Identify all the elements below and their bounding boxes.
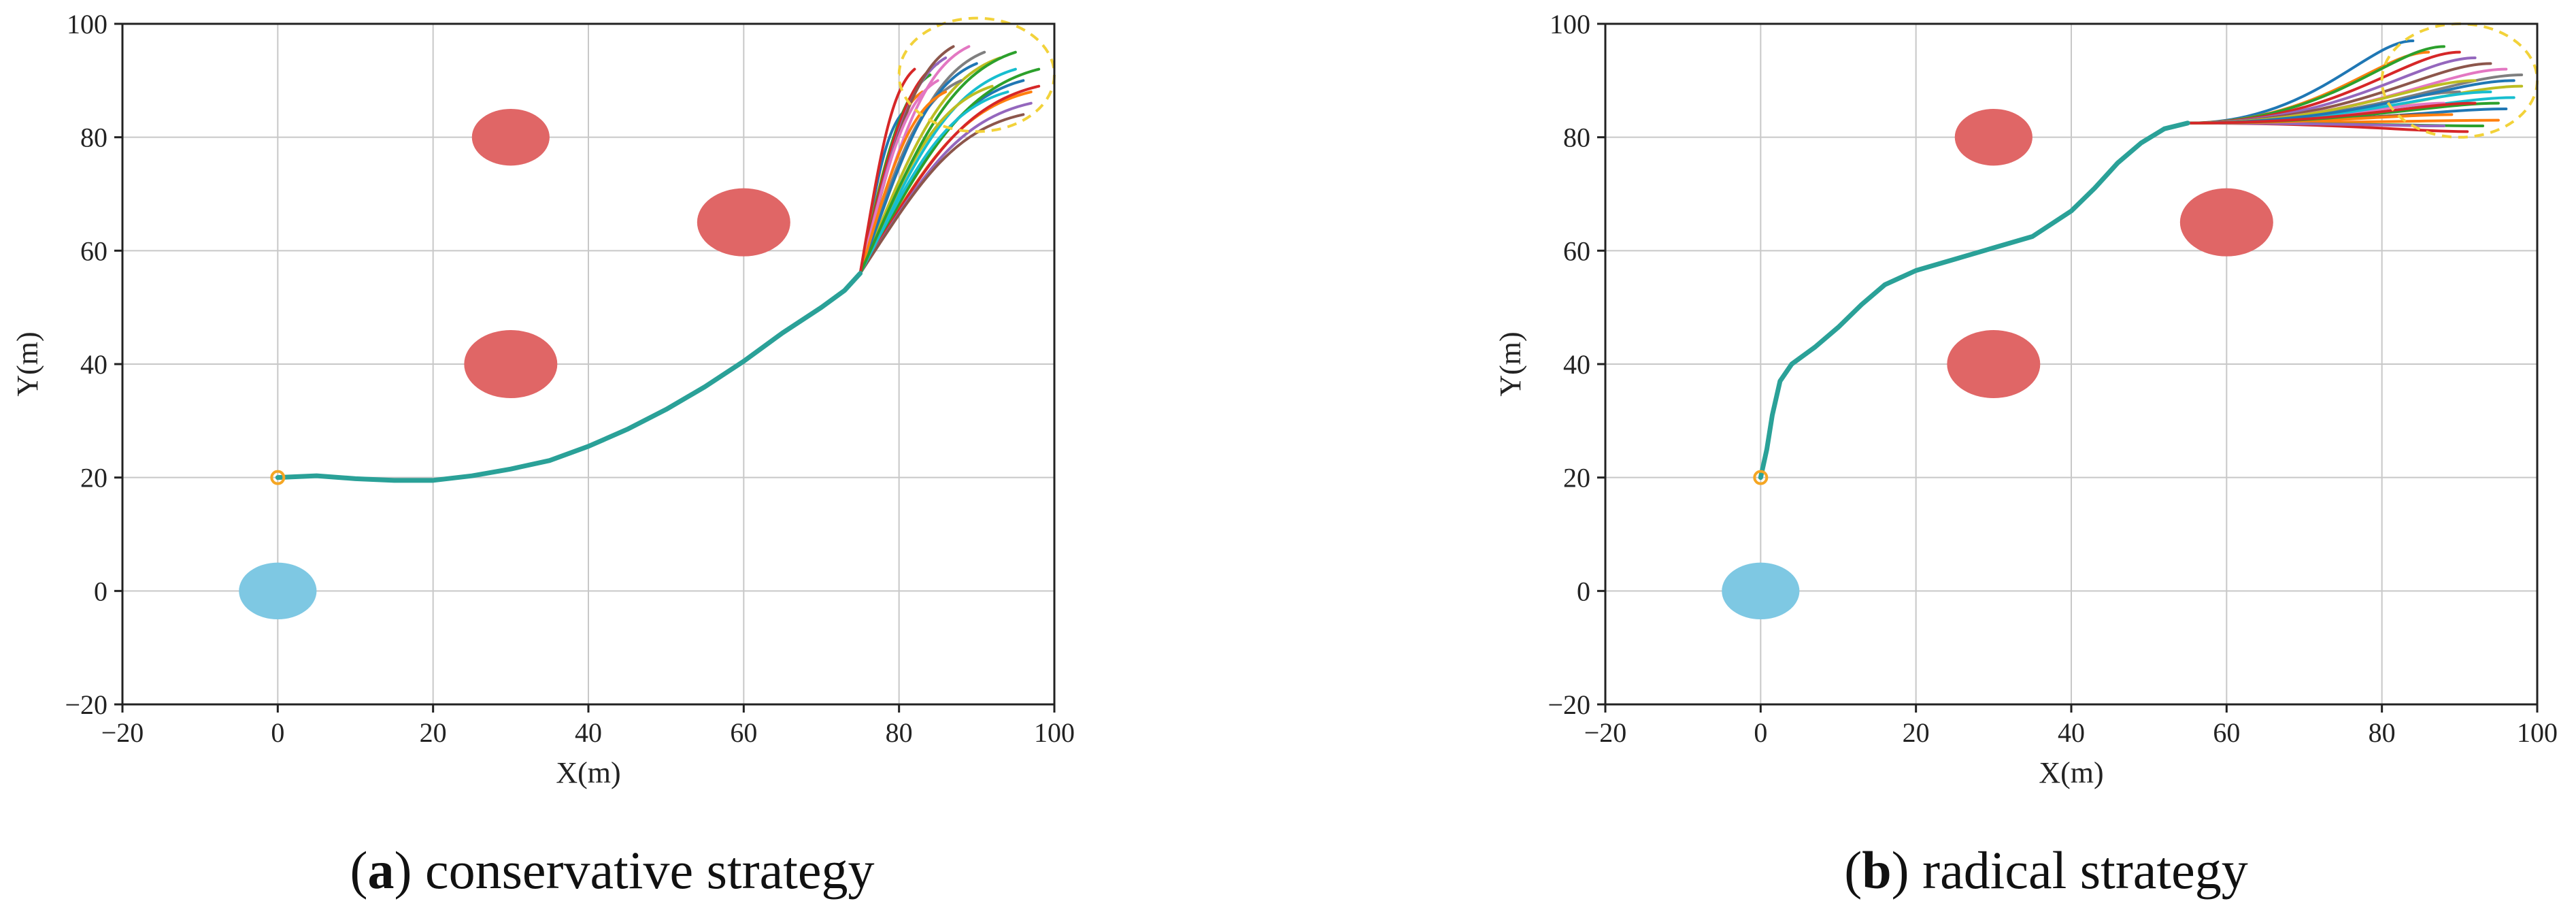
trajectory-shared-path (275, 271, 863, 483)
y-tick-label: 40 (80, 349, 107, 380)
panel-a: −20 0 20 40 60 80 100 −20 0 20 40 60 80 100 X(m) Y(m) (11, 9, 1075, 789)
x-axis-label: X(m) (2039, 756, 2103, 789)
trajectory-branch-23 (858, 50, 1017, 275)
trajectory-branch-13 (858, 67, 1041, 275)
y-tick-label: 60 (80, 235, 107, 266)
y-tick-label: 80 (1563, 123, 1590, 153)
x-tick-label: −20 (1584, 717, 1627, 748)
x-tick-label: 60 (2213, 717, 2240, 748)
x-tick-label: 20 (420, 717, 447, 748)
obstacle-2 (697, 188, 790, 257)
x-tick-label: 80 (2369, 717, 2396, 748)
y-tick-label: 0 (94, 576, 107, 606)
x-tick-label: 80 (886, 717, 913, 748)
y-tick-label: 40 (1563, 349, 1590, 380)
trajectory-branch-20 (858, 91, 1009, 275)
obstacle-2 (2179, 188, 2273, 257)
x-tick-label: 0 (1754, 717, 1767, 748)
y-tick-label: 100 (1550, 9, 1590, 39)
trajectory-shared-path (1758, 120, 2190, 480)
caption-b: (b) radical strategy (1844, 840, 2247, 900)
x-tick-label: 100 (2517, 717, 2558, 748)
trajectory-branch-16 (858, 113, 1025, 275)
x-tick-label: −20 (101, 717, 144, 748)
trajectory-branch-24 (2186, 101, 2477, 125)
x-tick-label: 60 (730, 717, 757, 748)
y-tick-label: −20 (1548, 689, 1590, 720)
x-tick-label: 20 (1903, 717, 1930, 748)
x-tick-label: 100 (1034, 717, 1075, 748)
trajectory-branch-24 (858, 67, 916, 275)
y-tick-label: 0 (1577, 576, 1590, 606)
x-tick-label: 0 (271, 717, 284, 748)
obstacle-3 (464, 330, 558, 398)
obstacle-1 (471, 109, 550, 166)
y-axis-label: Y(m) (1494, 331, 1527, 396)
caption-a: (a) conservative strategy (350, 840, 874, 900)
obstacle-3 (1947, 330, 2041, 398)
home-zone (239, 562, 317, 619)
x-tick-label: 40 (575, 717, 602, 748)
obstacle-1 (1954, 109, 2033, 166)
trajectory-branch-17 (858, 79, 939, 275)
trajectory-branch-21 (858, 62, 978, 275)
y-tick-label: 60 (1563, 235, 1590, 266)
y-tick-label: −20 (65, 689, 107, 720)
y-tick-label: 80 (80, 123, 107, 153)
x-tick-label: 40 (2058, 717, 2085, 748)
y-tick-label: 20 (1563, 463, 1590, 493)
y-tick-label: 100 (67, 9, 107, 39)
start-marker (1753, 470, 1769, 485)
trajectory-branch-9 (858, 56, 1002, 275)
y-tick-label: 20 (80, 463, 107, 493)
panel-b: −20 0 20 40 60 80 100 −20 0 20 40 60 80 100 X(m) Y(m) (1494, 9, 2558, 789)
home-zone (1722, 562, 1800, 619)
x-axis-label: X(m) (556, 756, 620, 789)
y-axis-label: Y(m) (11, 331, 44, 396)
start-marker (270, 470, 286, 485)
trajectory-branch-22 (858, 91, 948, 275)
